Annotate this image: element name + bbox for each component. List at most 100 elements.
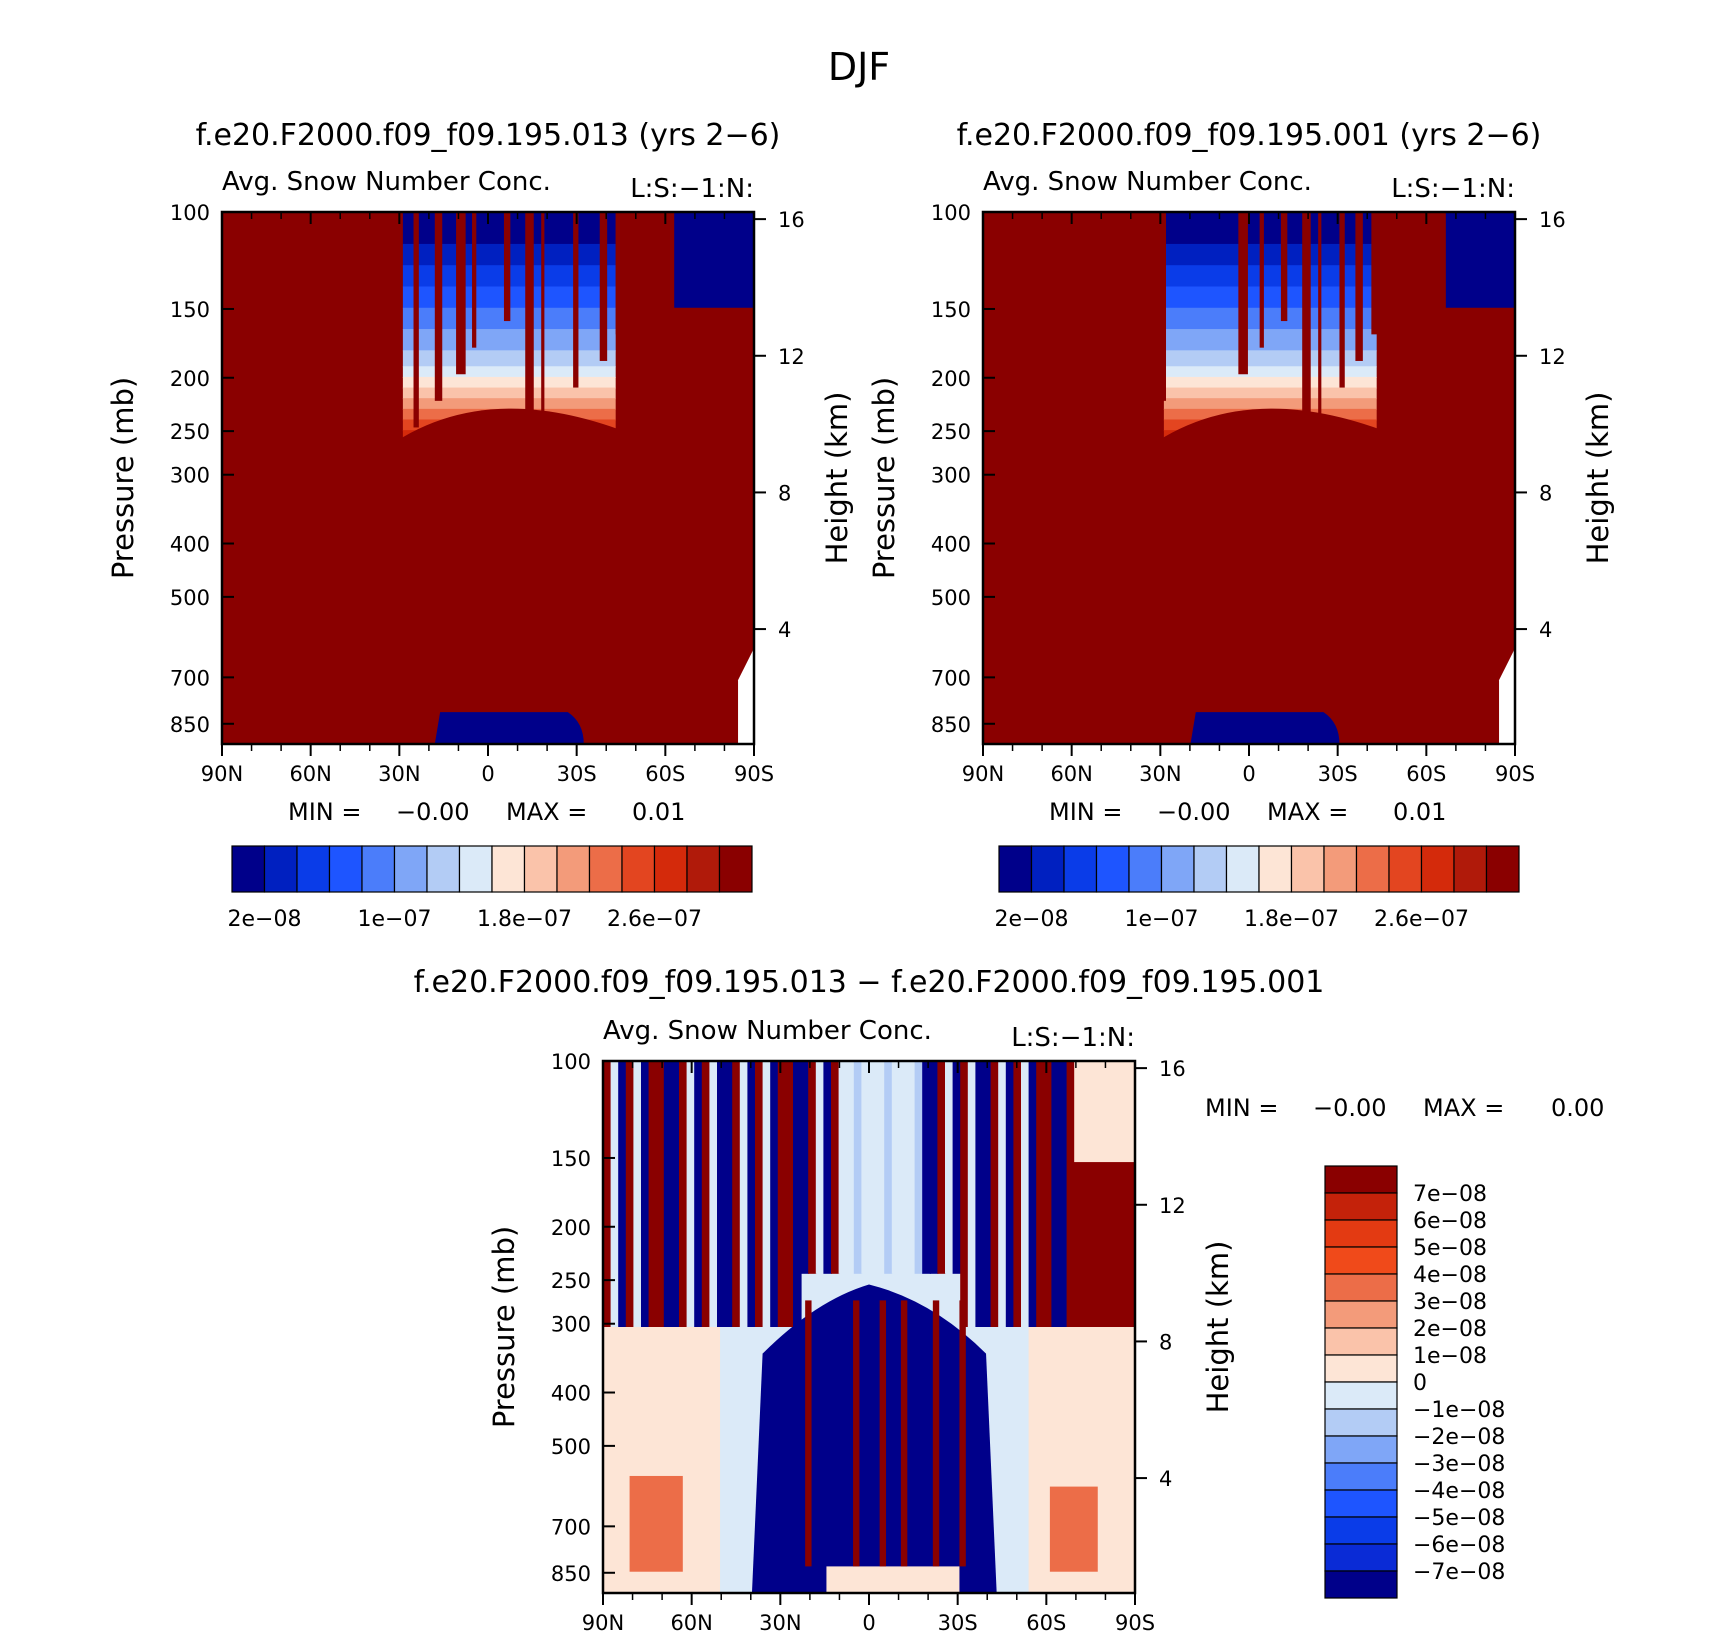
field-band xyxy=(402,366,616,378)
diff-stripe xyxy=(1021,1061,1030,1327)
diff-stripe xyxy=(960,1061,969,1327)
diff-stripe xyxy=(990,1061,1000,1327)
colorbar-box xyxy=(1128,845,1163,893)
panel-1-subtitle-right: L:S:−1:N: xyxy=(1391,174,1515,204)
colorbar-label: 3e−08 xyxy=(1413,1290,1487,1315)
diff-stripe xyxy=(998,1061,1007,1327)
colorbar-box xyxy=(588,845,623,893)
panel-0-max-value: 0.01 xyxy=(632,798,685,826)
field-band xyxy=(402,376,616,389)
y-tick-label: 500 xyxy=(170,586,210,610)
colorbar-label: 2e−08 xyxy=(1413,1317,1487,1342)
panel-1-min-value: −0.00 xyxy=(1157,798,1231,826)
colorbar-label: 6e−08 xyxy=(1413,1209,1487,1234)
field-arch xyxy=(1142,408,1409,505)
colorbar-label: 2.6e−07 xyxy=(1374,907,1469,932)
field-surface-patch xyxy=(434,712,584,744)
y-tick-label: 700 xyxy=(170,666,210,690)
panel-2-field xyxy=(603,1061,1135,1593)
panel-0-title: f.e20.F2000.f09_f09.195.013 (yrs 2−6) xyxy=(196,118,781,153)
y-tick-label: 400 xyxy=(931,533,971,557)
colorbar-box xyxy=(1324,1165,1398,1194)
panel-1-subtitle: Avg. Snow Number Conc. xyxy=(983,167,1312,197)
diff-stripe xyxy=(610,1061,620,1327)
field-streak xyxy=(456,212,466,375)
y-tick-label: 250 xyxy=(931,420,971,444)
colorbar-label: 1.8e−07 xyxy=(1244,907,1339,932)
colorbar-box xyxy=(1323,845,1358,893)
field-polar-block xyxy=(674,212,754,308)
field-streak xyxy=(1355,212,1363,361)
diff-stripe xyxy=(694,1061,703,1327)
panel-0-ylabel: Pressure (mb) xyxy=(106,377,140,579)
panel-0-max-label: MAX = xyxy=(506,798,587,826)
field-streak xyxy=(503,212,511,322)
field-streak xyxy=(472,212,477,348)
field-streak xyxy=(434,212,443,401)
x-tick-label: 90N xyxy=(582,1611,624,1631)
y-tick-label: 100 xyxy=(170,201,210,225)
x-tick-label: 30S xyxy=(938,1611,978,1631)
diff-stripe xyxy=(747,1061,756,1327)
y-tick-label: 150 xyxy=(170,298,210,322)
colorbar-box xyxy=(1063,845,1098,893)
field-streak xyxy=(636,212,642,308)
panel-2-min-label: MIN = xyxy=(1205,1094,1278,1122)
colorbar-box xyxy=(231,845,266,893)
diff-stripe xyxy=(922,1061,931,1274)
diff-filament xyxy=(959,1300,966,1567)
panel-2-min-value: −0.00 xyxy=(1313,1094,1387,1122)
field-streak xyxy=(525,212,534,441)
diff-stripe xyxy=(899,1061,908,1274)
diff-stripe xyxy=(618,1061,627,1327)
diff-stripe xyxy=(869,1061,878,1274)
colorbar-box xyxy=(1324,1462,1398,1491)
colorbar-box xyxy=(718,845,753,893)
diff-stripe xyxy=(808,1061,817,1274)
panel-2-x-ticks: 90N 60N 30N 0 30S 60S 90S xyxy=(582,1061,1155,1631)
diff-stripe xyxy=(770,1061,779,1327)
diff-filament xyxy=(805,1300,812,1567)
panel-1: f.e20.F2000.f09_f09.195.001 (yrs 2−6) Av… xyxy=(867,118,1615,932)
field-band xyxy=(1163,350,1377,368)
diff-stripe xyxy=(838,1061,848,1274)
field-streak xyxy=(663,212,673,401)
colorbar-box xyxy=(653,845,688,893)
field-below-surface xyxy=(1499,648,1515,744)
diff-stripe xyxy=(732,1061,741,1327)
colorbar-box xyxy=(1160,845,1195,893)
x-tick-label: 0 xyxy=(862,1611,875,1631)
field-band xyxy=(1163,376,1377,389)
diff-stripe xyxy=(656,1061,665,1327)
x-tick-label: 60N xyxy=(1050,762,1092,786)
diff-stripe xyxy=(625,1061,635,1327)
y-tick-label: 200 xyxy=(931,367,971,391)
colorbar-box xyxy=(1095,845,1130,893)
x-tick-label: 60N xyxy=(670,1611,712,1631)
colorbar-box xyxy=(1324,1570,1398,1599)
panel-1-x-ticks: 90N 60N 30N 0 30S 60S 90S xyxy=(962,212,1535,786)
colorbar-box xyxy=(1324,1327,1398,1356)
y-right-tick-label: 8 xyxy=(1159,1330,1172,1354)
colorbar-box xyxy=(296,845,331,893)
y-tick-label: 700 xyxy=(551,1515,591,1539)
y-right-tick-label: 4 xyxy=(778,618,791,642)
y-tick-label: 200 xyxy=(551,1216,591,1240)
field-streak xyxy=(1280,212,1288,322)
panel-1-max-value: 0.01 xyxy=(1393,798,1446,826)
x-tick-label: 30N xyxy=(1139,762,1181,786)
colorbar-box xyxy=(1324,1219,1398,1248)
colorbar-box xyxy=(1420,845,1455,893)
panel-1-y-right-ticks: 16 12 8 4 xyxy=(1515,208,1566,642)
panel-0-y-ticks: 100 150 200 250 300 400 500 700 850 xyxy=(170,201,234,737)
field-band xyxy=(1163,307,1377,331)
field-streak xyxy=(1302,212,1311,441)
panel-1-min-label: MIN = xyxy=(1049,798,1122,826)
colorbar-label: 1e−07 xyxy=(358,907,432,932)
diff-stripe xyxy=(717,1061,726,1327)
panel-0-field xyxy=(222,212,754,744)
diff-stripe xyxy=(663,1061,673,1327)
colorbar-box xyxy=(1225,845,1260,893)
colorbar-label: −7e−08 xyxy=(1413,1560,1505,1585)
colorbar-label: 7e−08 xyxy=(1413,1182,1487,1207)
